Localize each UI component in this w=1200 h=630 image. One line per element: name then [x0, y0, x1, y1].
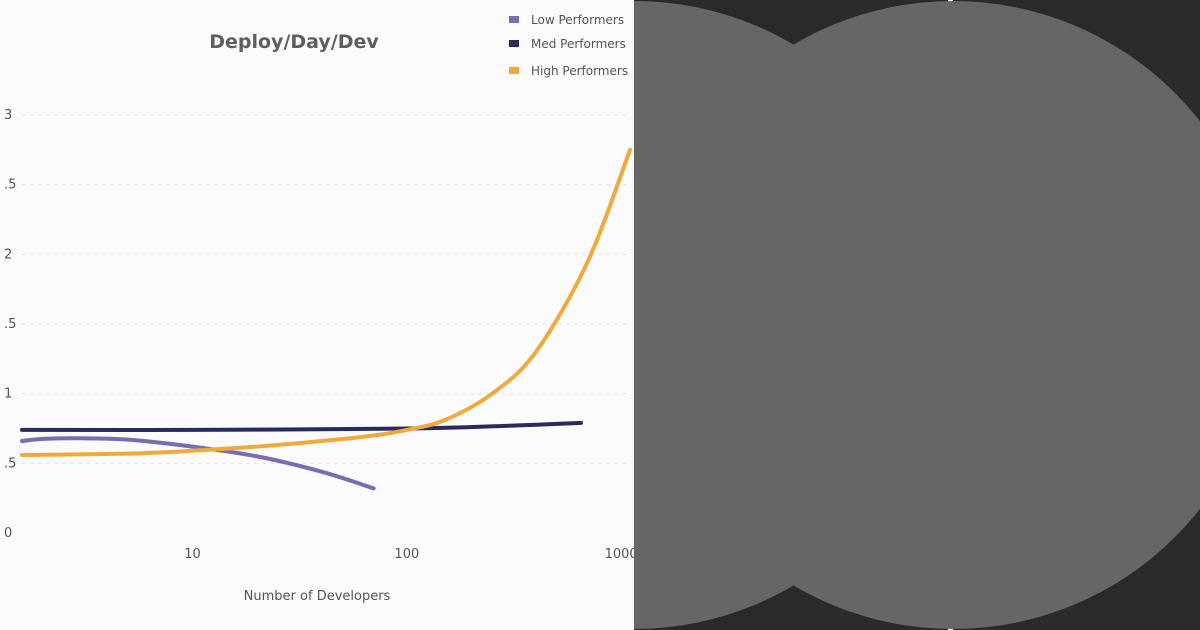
series-lines: [20, 147, 632, 491]
y-tick-label: 0: [4, 526, 12, 541]
series-line-low-performers: [20, 436, 376, 491]
x-axis-label: Number of Developers: [244, 589, 391, 604]
series-line-high-performers: [20, 147, 632, 457]
x-axis-ticks: 10 100 1000: [184, 547, 634, 562]
chart-panel: 0 .5 1 .5 2 .5 3 10 100 1000 Deploy/Day/Dev Numb…: [0, 0, 634, 630]
chart-title: Deploy/Day/Dev: [209, 31, 379, 53]
grid-lines: [22, 114, 630, 464]
y-tick-label: .5: [4, 456, 16, 471]
y-tick-label: .5: [4, 178, 16, 193]
y-tick-label: 3: [4, 108, 12, 123]
legend-swatch-med-performers: [509, 40, 519, 47]
decorative-circle-right: [639, 1, 1200, 629]
y-tick-label: 2: [4, 247, 12, 262]
x-tick-label: 1000: [605, 547, 634, 562]
line-chart: 0 .5 1 .5 2 .5 3 10 100 1000 Deploy/Day/Dev Numb…: [4, 13, 634, 604]
y-tick-label: 1: [4, 387, 12, 402]
series-line-med-performers: [20, 420, 583, 432]
decorative-graphic: [634, 0, 1200, 630]
legend-swatch-low-performers: [509, 16, 519, 23]
x-tick-label: 100: [394, 547, 419, 562]
legend-label-high-performers: High Performers: [531, 64, 628, 78]
y-axis-ticks: 0 .5 1 .5 2 .5 3: [4, 108, 16, 541]
decorative-panel: [634, 0, 1200, 630]
legend-label-low-performers: Low Performers: [531, 13, 624, 27]
x-tick-label: 10: [184, 547, 201, 562]
legend: Low Performers Med Performers High Perform…: [509, 13, 628, 78]
legend-label-med-performers: Med Performers: [531, 37, 626, 51]
y-tick-label: .5: [4, 317, 16, 332]
legend-swatch-high-performers: [509, 67, 519, 74]
